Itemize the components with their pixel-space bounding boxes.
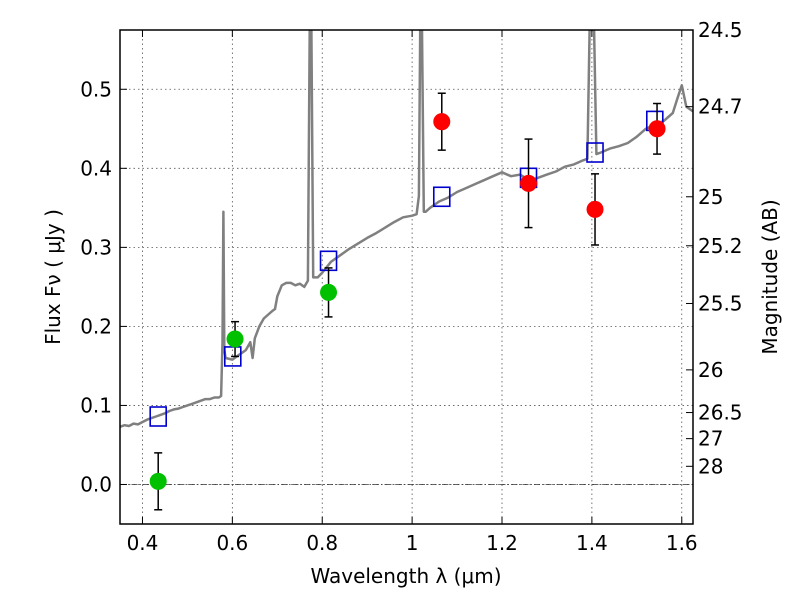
x-tick-label: 1.2 (486, 531, 518, 555)
x-tick-label: 0.8 (306, 531, 338, 555)
model-point (149, 406, 167, 427)
y-tick-label: 0.5 (80, 77, 112, 101)
x-axis-label: Wavelength λ (μm) (310, 564, 501, 588)
grid-lines (120, 30, 693, 524)
observed-point (520, 174, 538, 192)
y-tick-label: 0.2 (80, 314, 112, 338)
observed-point (320, 283, 338, 301)
mag-tick-label: 26 (698, 358, 723, 382)
mag-tick-label: 25 (698, 185, 723, 209)
observed-point (433, 113, 451, 131)
y-tick-label: 0.4 (80, 156, 112, 180)
y-tick-label: 0.3 (80, 235, 112, 259)
y-tick-label: 0.1 (80, 393, 112, 417)
y-tick-label: 0.0 (80, 472, 112, 496)
x-tick-label: 0.6 (216, 531, 248, 555)
x-tick-label: 1.4 (576, 531, 608, 555)
plot-frame (119, 29, 694, 525)
observed-point (149, 472, 167, 490)
x-tick-label: 1.6 (666, 531, 698, 555)
model-point (586, 142, 604, 163)
model-point (432, 186, 451, 208)
x-tick-label: 1 (406, 531, 419, 555)
mag-tick-label: 28 (698, 454, 723, 478)
y-axis-label: Flux Fν ( μJy ) (41, 209, 65, 345)
observed-point (648, 120, 666, 138)
mag-tick-label: 26.5 (698, 401, 743, 425)
y2-axis-label: Magnitude (AB) (758, 199, 782, 354)
observed-point (586, 200, 604, 218)
mag-tick-label: 27 (698, 427, 723, 451)
mag-tick-label: 25.2 (698, 234, 743, 258)
x-tick-label: 0.4 (127, 531, 159, 555)
mag-tick-label: 25.5 (698, 291, 743, 315)
mag-tick-label: 24.5 (698, 18, 743, 42)
axis-ticks (120, 29, 693, 524)
observed-point (226, 330, 244, 348)
tick-labels: 0.4 0.6 0.8 1 1.2 1.4 1.6 0.0 0.1 0.2 0.3 0.4 0.5 24.… (80, 18, 742, 555)
mag-tick-label: 24.7 (698, 95, 743, 119)
spectrum-line (120, 30, 693, 428)
plot-area (120, 30, 693, 511)
